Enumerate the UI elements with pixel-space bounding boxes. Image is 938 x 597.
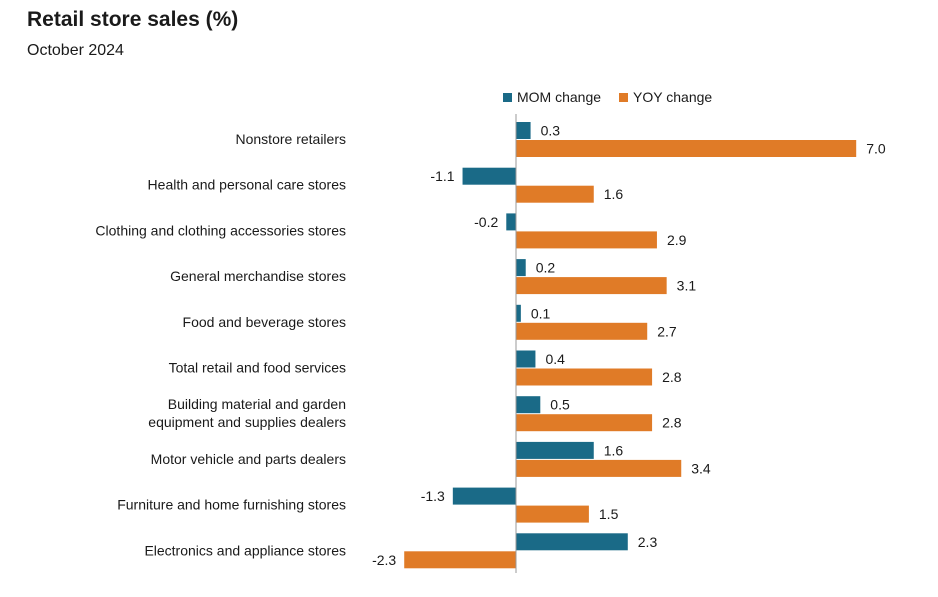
category-label-clothing-and-clothing-accessories-stores: Clothing and clothing accessories stores: [95, 222, 346, 238]
bar-mom-health-and-personal-care-stores: [462, 167, 516, 185]
category-label-nonstore-retailers: Nonstore retailers: [236, 131, 347, 147]
category-label-electronics-and-appliance-stores: Electronics and appliance stores: [144, 542, 346, 558]
data-label-mom-food-and-beverage-stores: 0.1: [531, 305, 551, 321]
bar-mom-total-retail-and-food-services: [516, 350, 536, 368]
data-label-mom-general-merchandise-stores: 0.2: [536, 260, 556, 276]
data-label-yoy-total-retail-and-food-services: 2.8: [662, 369, 682, 385]
category-label-health-and-personal-care-stores: Health and personal care stores: [148, 177, 346, 193]
chart-subtitle: October 2024: [27, 42, 124, 59]
legend-item-yoy: YOY change: [619, 89, 712, 105]
bar-yoy-nonstore-retailers: [516, 140, 857, 157]
data-label-yoy-food-and-beverage-stores: 2.7: [657, 323, 677, 339]
data-label-mom-motor-vehicle-and-parts-dealers: 1.6: [604, 442, 624, 458]
data-label-yoy-motor-vehicle-and-parts-dealers: 3.4: [691, 460, 711, 476]
legend: MOM change YOY change: [503, 89, 712, 105]
chart-title: Retail store sales (%): [27, 8, 239, 31]
category-label-building-material-and-garden-equipment-and-supplies-dealers-line-2: equipment and supplies dealers: [148, 414, 346, 430]
bar-mom-electronics-and-appliance-stores: [516, 533, 628, 551]
bar-yoy-food-and-beverage-stores: [516, 322, 648, 340]
data-label-yoy-clothing-and-clothing-accessories-stores: 2.9: [667, 232, 687, 248]
legend-item-mom: MOM change: [503, 89, 601, 105]
legend-label-yoy: YOY change: [633, 89, 713, 105]
data-label-yoy-health-and-personal-care-stores: 1.6: [604, 186, 624, 202]
bar-mom-motor-vehicle-and-parts-dealers: [516, 441, 594, 459]
bar-yoy-furniture-and-home-furnishing-stores: [516, 505, 589, 523]
category-label-furniture-and-home-furnishing-stores: Furniture and home furnishing stores: [117, 497, 346, 513]
category-label-building-material-and-garden-equipment-and-supplies-dealers-line-1: Building material and garden: [168, 396, 346, 412]
data-label-yoy-general-merchandise-stores: 3.1: [677, 278, 697, 294]
bar-yoy-total-retail-and-food-services: [516, 368, 653, 386]
bar-mom-clothing-and-clothing-accessories-stores: [506, 213, 516, 231]
data-label-mom-furniture-and-home-furnishing-stores: -1.3: [421, 488, 445, 504]
data-label-yoy-building-material-and-garden-equipment-and-supplies-dealers: 2.8: [662, 415, 682, 431]
bar-mom-general-merchandise-stores: [516, 259, 526, 277]
data-label-yoy-electronics-and-appliance-stores: -2.3: [372, 552, 396, 568]
data-label-mom-building-material-and-garden-equipment-and-supplies-dealers: 0.5: [550, 397, 570, 413]
data-label-mom-clothing-and-clothing-accessories-stores: -0.2: [474, 214, 498, 230]
data-label-mom-total-retail-and-food-services: 0.4: [545, 351, 565, 367]
legend-swatch-yoy: [619, 92, 629, 102]
bar-yoy-electronics-and-appliance-stores: [404, 551, 516, 569]
bar-mom-food-and-beverage-stores: [516, 304, 521, 322]
legend-swatch-mom: [503, 92, 512, 102]
bar-yoy-clothing-and-clothing-accessories-stores: [516, 231, 657, 249]
category-label-total-retail-and-food-services: Total retail and food services: [169, 360, 346, 376]
bar-yoy-health-and-personal-care-stores: [516, 185, 594, 203]
category-label-general-merchandise-stores: General merchandise stores: [170, 268, 346, 284]
data-label-mom-electronics-and-appliance-stores: 2.3: [638, 534, 658, 550]
bar-yoy-general-merchandise-stores: [516, 277, 667, 295]
bar-yoy-motor-vehicle-and-parts-dealers: [516, 459, 682, 477]
legend-label-mom: MOM change: [517, 89, 602, 105]
bar-mom-building-material-and-garden-equipment-and-supplies-dealers: [516, 396, 541, 414]
data-label-mom-nonstore-retailers: 0.3: [541, 123, 561, 139]
data-label-yoy-furniture-and-home-furnishing-stores: 1.5: [599, 506, 619, 522]
bar-yoy-building-material-and-garden-equipment-and-supplies-dealers: [516, 414, 653, 432]
bar-mom-nonstore-retailers: [516, 122, 531, 139]
category-label-motor-vehicle-and-parts-dealers: Motor vehicle and parts dealers: [151, 451, 346, 467]
bar-mom-furniture-and-home-furnishing-stores: [452, 487, 516, 505]
data-label-mom-health-and-personal-care-stores: -1.1: [430, 168, 454, 184]
category-label-food-and-beverage-stores: Food and beverage stores: [183, 314, 346, 330]
data-label-yoy-nonstore-retailers: 7.0: [866, 141, 886, 157]
